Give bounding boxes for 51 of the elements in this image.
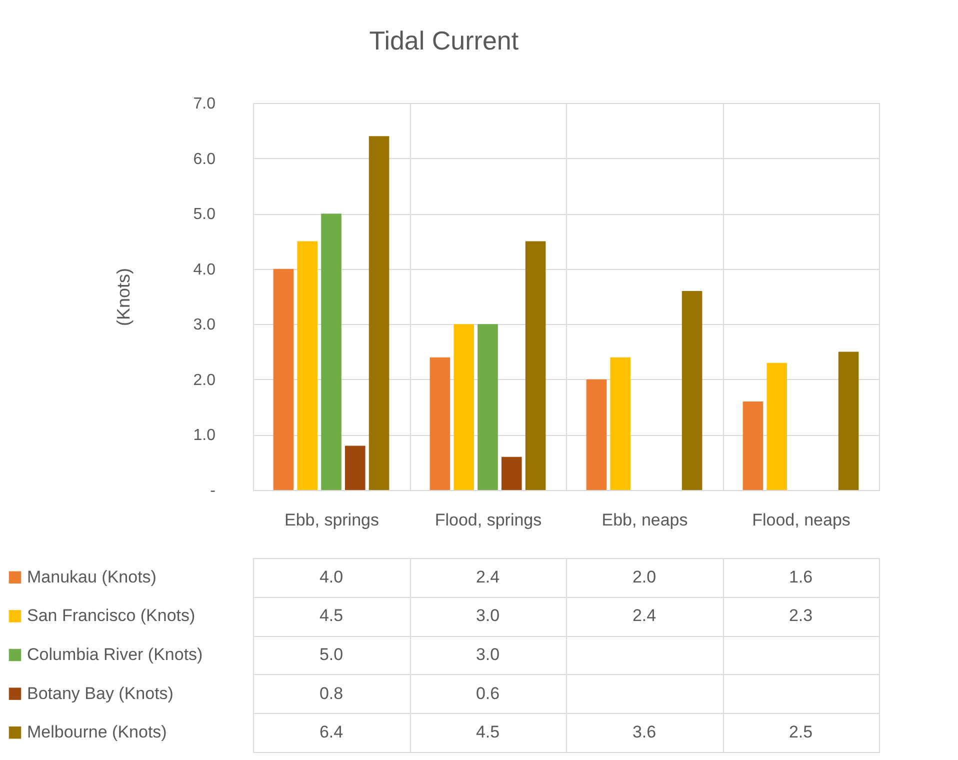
y-tick-label: 2.0 — [193, 372, 216, 389]
data-label: 4.5 — [319, 606, 344, 626]
x-tick-label: Flood, springs — [434, 510, 542, 530]
data-label: 2.3 — [788, 606, 813, 626]
data-label: 6.4 — [319, 722, 344, 742]
data-label: 3.0 — [476, 645, 500, 664]
y-tick-label: 3.0 — [193, 316, 216, 334]
legend-label: Botany Bay (Knots) — [27, 684, 174, 703]
bar — [344, 446, 366, 490]
bar — [682, 290, 702, 490]
data-label: 2.0 — [632, 567, 656, 586]
bar — [478, 324, 498, 490]
x-tick-label: Ebb, springs — [284, 510, 379, 530]
y-tick-label: 7.0 — [193, 96, 216, 112]
bar — [368, 136, 390, 490]
bar — [838, 352, 859, 490]
y-tick-label: 1.0 — [193, 427, 216, 444]
chart-title: Tidal Current — [369, 26, 520, 56]
bar — [297, 241, 318, 490]
data-label: 2.4 — [632, 606, 656, 626]
bar — [321, 214, 342, 490]
bar — [273, 268, 294, 490]
legend-label: Manukau (Knots) — [27, 567, 156, 586]
x-tick-label: Ebb, neaps — [602, 510, 688, 530]
bar — [766, 362, 788, 490]
data-label: 1.6 — [788, 567, 813, 586]
bar — [430, 357, 450, 490]
bar — [454, 324, 474, 490]
data-label: 4.0 — [319, 567, 344, 586]
y-tick-label: 4.0 — [193, 261, 216, 278]
bar — [586, 379, 607, 490]
bar — [525, 241, 546, 490]
data-label: 3.6 — [632, 722, 656, 742]
data-label: 5.0 — [319, 645, 344, 664]
y-axis-title: (Knots) — [113, 268, 134, 326]
y-tick-label: 5.0 — [193, 206, 216, 224]
bar — [501, 456, 522, 490]
bar — [742, 402, 764, 490]
data-label: 2.4 — [476, 567, 500, 586]
data-label: 0.6 — [476, 684, 500, 703]
legend-label: Columbia River (Knots) — [27, 645, 203, 664]
data-label: 4.5 — [476, 722, 500, 742]
data-label: 0.8 — [319, 684, 344, 703]
x-tick-label: Flood, neaps — [752, 510, 850, 530]
data-label: 3.0 — [476, 606, 500, 626]
y-tick-label: - — [210, 482, 216, 500]
bar — [610, 357, 631, 490]
data-label: 2.5 — [788, 722, 813, 742]
legend-label: Melbourne (Knots) — [27, 722, 167, 742]
y-tick-label: 6.0 — [193, 150, 216, 168]
legend-label: San Francisco (Knots) — [27, 606, 196, 626]
